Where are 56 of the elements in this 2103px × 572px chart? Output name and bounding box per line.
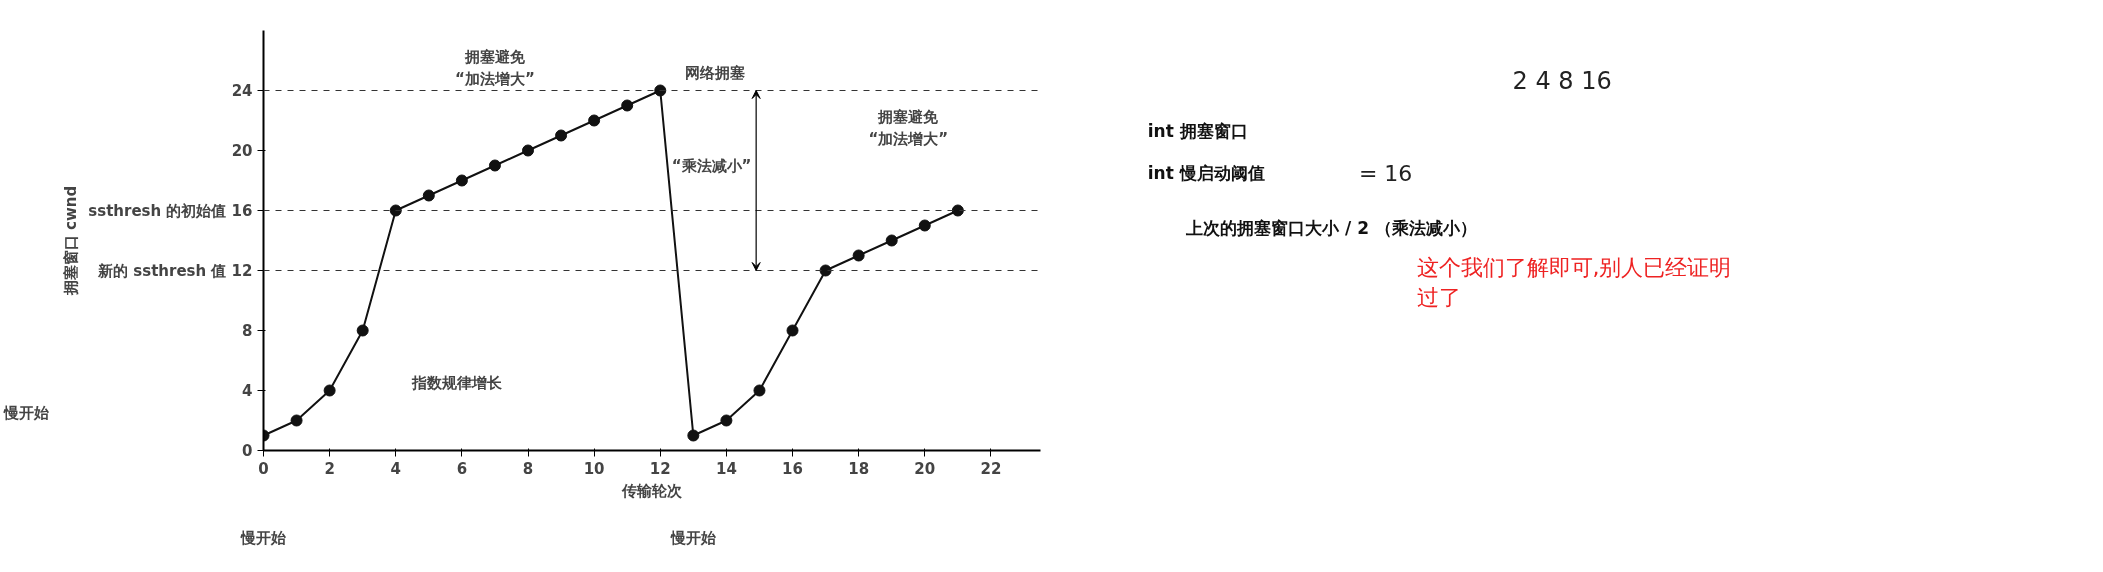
y-tick-label: 8: [242, 321, 253, 340]
annotation: 拥塞避免 “加法增大”: [868, 108, 949, 148]
point: [852, 249, 865, 262]
point: [621, 99, 634, 112]
x-axis-title: 传输轮次: [621, 481, 683, 500]
point: [687, 429, 700, 442]
x-tick-label: 0: [258, 459, 269, 478]
x-tick-label: 16: [782, 459, 803, 478]
y-tick-label: 新的 ssthresh 值 12: [97, 261, 253, 280]
y-tick-label: 24: [231, 81, 253, 100]
annotation: “乘法减小”: [671, 156, 752, 175]
point: [422, 189, 435, 202]
text: int 拥塞窗口: [1147, 121, 1248, 142]
text: int 慢启动阈值: [1147, 163, 1265, 184]
point: [654, 84, 667, 97]
y-tick-label: 4: [242, 381, 253, 400]
x-tick-label: 6: [456, 459, 468, 478]
point: [588, 114, 601, 127]
x-tick-label: 10: [583, 459, 605, 478]
point: [356, 324, 369, 337]
y-tick-label: 20: [231, 141, 253, 160]
point: [720, 414, 733, 427]
annotation: 指数规律增长: [411, 374, 504, 392]
x-tick-label: 2: [324, 459, 335, 478]
text: = 16: [1358, 160, 1413, 186]
y-axis-title: 拥塞窗口 cwnd: [62, 185, 81, 297]
x-tick-label: 4: [390, 459, 401, 478]
point: [885, 234, 898, 247]
y-tick-label: 0: [242, 441, 253, 460]
text: 慢开始: [669, 528, 717, 547]
point: [819, 264, 832, 277]
point: [753, 384, 766, 397]
x-tick-label: 8: [522, 459, 534, 478]
point: [522, 144, 535, 157]
x-tick-label: 20: [914, 459, 936, 478]
y-tick-label: ssthresh 的初始值 16: [88, 201, 253, 220]
text: 慢开始: [240, 528, 287, 547]
point: [455, 174, 468, 187]
point: [555, 129, 568, 142]
point: [488, 159, 501, 172]
text: 2 4 8 16: [1512, 66, 1612, 95]
x-tick-label: 14: [715, 459, 737, 478]
text: 慢开始: [2, 404, 50, 422]
x-tick-label: 18: [848, 459, 870, 478]
text: 上次的拥塞窗口大小 / 2 （乘法减小）: [1185, 217, 1477, 238]
point: [786, 324, 799, 337]
point: [918, 219, 931, 232]
annotation: 网络拥塞: [685, 63, 746, 82]
x-tick-label: 12: [649, 459, 671, 478]
point: [290, 414, 303, 427]
text: 这个我们了解即可,别人已经证明过了: [1416, 255, 1732, 310]
point: [951, 204, 964, 217]
x-tick-label: 22: [980, 459, 1002, 478]
point: [323, 384, 336, 397]
point: [389, 204, 402, 217]
annotation: 拥塞避免 “加法增大”: [455, 48, 535, 88]
